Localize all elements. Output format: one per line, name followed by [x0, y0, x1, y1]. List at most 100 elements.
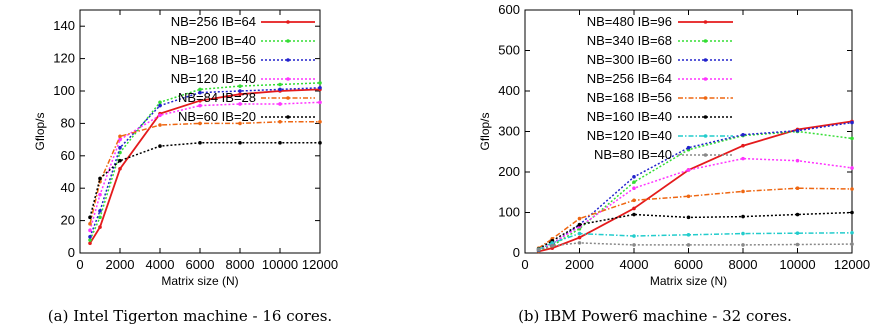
data-point [686, 232, 691, 237]
series-line [538, 242, 853, 251]
data-point [686, 215, 691, 220]
x-tick-label: 10000 [779, 257, 815, 272]
legend-label: NB=160 IB=40 [587, 109, 672, 124]
data-point [318, 81, 322, 85]
caption-b: (b) IBM Power6 machine - 32 cores. [518, 307, 792, 325]
data-point [278, 87, 282, 92]
legend-marker [703, 20, 708, 24]
data-point [632, 206, 636, 211]
data-point [795, 212, 800, 217]
legend-marker [286, 58, 290, 62]
data-point [118, 145, 122, 150]
data-point [632, 243, 636, 247]
series-line [89, 88, 321, 244]
data-point [118, 134, 122, 139]
data-point [238, 92, 242, 97]
data-point [850, 210, 854, 215]
legend-marker [703, 153, 708, 157]
data-point [686, 145, 691, 150]
data-point [632, 180, 636, 184]
data-point [158, 144, 162, 148]
data-point [632, 212, 636, 217]
data-point [238, 89, 242, 93]
legend-label: NB=120 IB=40 [171, 71, 256, 86]
data-point [318, 100, 322, 105]
legend-marker [703, 77, 708, 81]
legend-label: NB=168 IB=56 [171, 52, 256, 67]
data-point [318, 141, 322, 145]
y-tick-label: 600 [498, 2, 520, 17]
legend-label: NB=60 IB=20 [178, 109, 256, 124]
x-tick-label: 4000 [620, 257, 649, 272]
data-point [795, 242, 800, 247]
series-line [538, 187, 853, 249]
data-point [795, 158, 800, 163]
data-point [118, 150, 122, 155]
data-point [238, 121, 242, 126]
legend-label: NB=80 IB=40 [594, 147, 672, 162]
legend-label: NB=84 IB=28 [178, 90, 256, 105]
x-tick-label: 6000 [674, 257, 703, 272]
data-point [850, 230, 854, 235]
data-point [118, 137, 122, 142]
legend-marker [703, 39, 708, 43]
y-tick-label: 0 [68, 245, 75, 260]
x-tick-label: 4000 [146, 257, 175, 272]
data-point [88, 235, 92, 239]
data-point [741, 231, 745, 236]
legend-marker [286, 20, 290, 24]
x-tick-label: 8000 [226, 257, 255, 272]
data-point [632, 186, 636, 190]
data-point [550, 241, 555, 245]
series-line [89, 82, 321, 241]
legend-label: NB=480 IB=96 [587, 14, 672, 29]
data-point [98, 215, 102, 220]
data-point [577, 222, 582, 227]
legend-marker [286, 39, 290, 43]
data-point [318, 119, 322, 124]
data-point [158, 113, 162, 118]
series-line [538, 121, 853, 251]
data-point [536, 247, 541, 252]
data-point [98, 225, 102, 229]
data-point [686, 168, 691, 172]
y-tick-label: 40 [61, 180, 75, 195]
legend-label: NB=256 IB=64 [587, 71, 672, 86]
series-line [89, 87, 321, 238]
legend-label: NB=340 IB=68 [587, 33, 672, 48]
data-point [741, 243, 745, 247]
series-line [89, 121, 320, 224]
data-point [198, 90, 202, 95]
x-tick-label: 2000 [565, 257, 594, 272]
data-point [278, 82, 282, 87]
data-point [850, 120, 854, 125]
y-tick-label: 0 [513, 245, 520, 260]
y-tick-label: 500 [498, 43, 520, 58]
chart-intel-tigerton: 0 2000 4000 6000 8000 10000 12000 0 20 40 60 80 100 1… [33, 9, 338, 288]
legend-marker [286, 96, 290, 100]
x-tick-label: 12000 [834, 257, 870, 272]
data-point [741, 132, 745, 137]
data-point [238, 84, 242, 88]
data-point [577, 231, 582, 236]
y-tick-label: 100 [498, 205, 520, 220]
y-tick-label: 100 [53, 83, 75, 98]
data-point [158, 123, 162, 127]
data-point [686, 194, 691, 199]
data-point [577, 235, 582, 240]
data-point [741, 143, 745, 148]
data-point [741, 156, 745, 161]
data-point [88, 238, 92, 242]
data-point [632, 234, 636, 238]
data-point [158, 103, 162, 108]
data-point [550, 243, 555, 248]
legend-label: NB=200 IB=40 [171, 33, 256, 48]
legend-label: NB=256 IB=64 [171, 14, 256, 29]
data-point [88, 215, 92, 220]
data-point [198, 98, 202, 103]
data-point [88, 222, 92, 226]
data-point [741, 189, 745, 194]
data-point [318, 85, 322, 90]
x-tick-label: 12000 [302, 257, 338, 272]
data-point [118, 158, 122, 163]
